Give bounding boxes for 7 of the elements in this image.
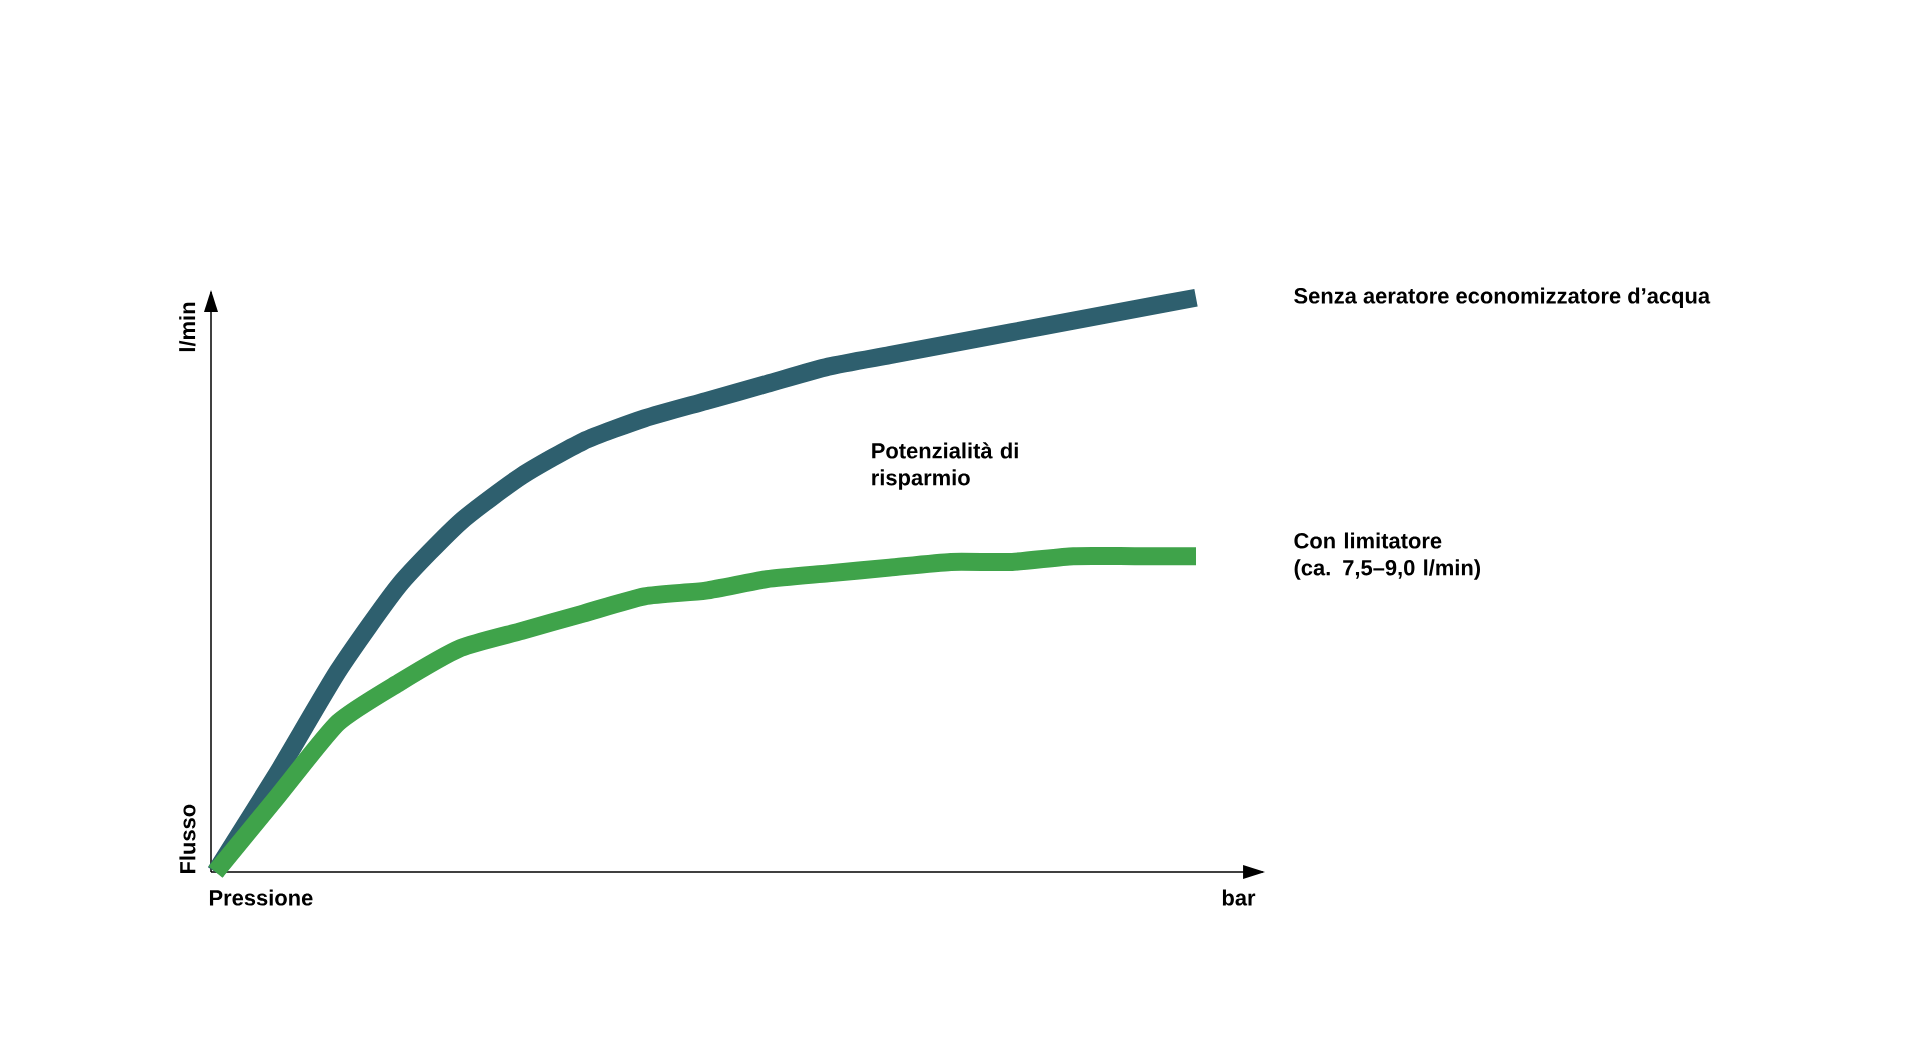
x-axis-title: Pressione [209,889,313,906]
text: l/min [179,302,196,352]
text: Senza aeratore economizzatore d’acqua [1294,287,1711,308]
annotation: Potenzialità di risparmio [872,442,1018,490]
text: Con limitatore (ca. 7,5–9,0 l/min) [1294,532,1481,580]
text: bar [1222,889,1256,906]
y-axis-title: Flusso [179,804,196,874]
